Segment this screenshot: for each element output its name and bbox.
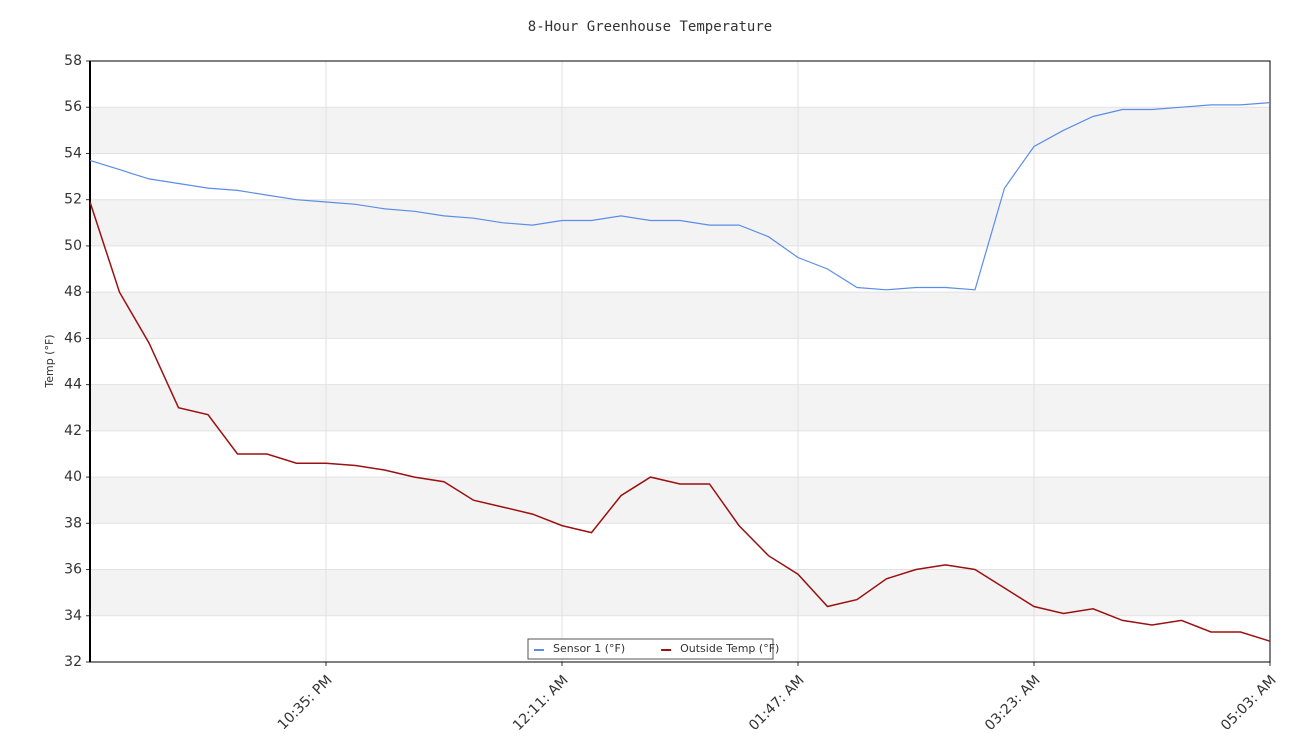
y-tick-label: 34	[64, 608, 82, 624]
y-axis-label: Temp (°F)	[43, 334, 56, 388]
y-tick-label: 58	[64, 53, 82, 69]
legend: Sensor 1 (°F) Outside Temp (°F)	[527, 638, 779, 660]
grid-band	[90, 292, 1270, 339]
y-tick-label: 52	[64, 192, 82, 208]
y-tick-label: 38	[64, 515, 82, 531]
legend-label: Outside Temp (°F)	[680, 642, 779, 655]
grid-band	[90, 384, 1270, 431]
grid-band	[90, 199, 1270, 246]
series-line	[89, 102, 1271, 291]
legend-box	[527, 638, 774, 660]
series-line	[89, 201, 1271, 642]
y-tick-label: 32	[64, 654, 82, 670]
legend-label: Sensor 1 (°F)	[553, 642, 625, 655]
grid-band	[90, 569, 1270, 616]
y-tick-label: 42	[64, 423, 82, 439]
y-tick-label: 40	[64, 469, 82, 485]
grid-band	[90, 477, 1270, 524]
y-tick-label: 48	[64, 284, 82, 300]
y-tick-label: 44	[64, 377, 82, 393]
y-tick-label: 36	[64, 562, 82, 578]
y-tick-label: 50	[64, 238, 82, 254]
y-tick-label: 56	[64, 99, 82, 115]
y-tick-label: 54	[64, 145, 82, 161]
chart-title: 8-Hour Greenhouse Temperature	[528, 19, 772, 35]
y-tick-label: 46	[64, 330, 82, 346]
grid-band	[90, 107, 1270, 154]
